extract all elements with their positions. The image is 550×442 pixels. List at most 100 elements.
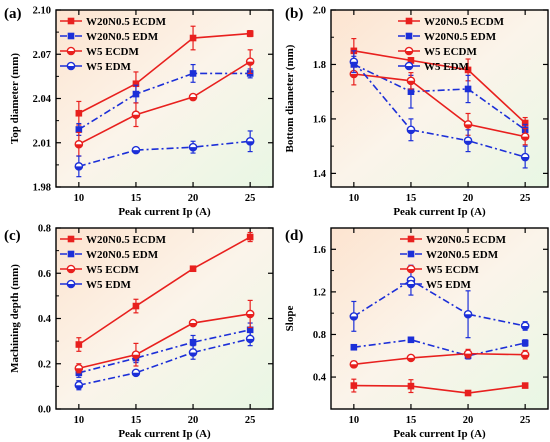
legend-entry: W5 EDM xyxy=(60,61,132,73)
legend-label: W20N0.5 EDM xyxy=(86,249,159,261)
legend-label: W5 ECDM xyxy=(426,264,479,276)
x-axis-title: Peak current Ip (A) xyxy=(118,428,211,440)
series-w5-edm xyxy=(74,331,255,391)
data-point-circle xyxy=(74,162,84,171)
data-point-circle xyxy=(520,350,530,360)
series-line xyxy=(78,140,251,168)
legend-entry: W5 ECDM xyxy=(400,264,479,276)
data-point-circle xyxy=(188,318,198,328)
data-point-circle xyxy=(245,57,255,66)
legend-entry: W20N0.5 ECDM xyxy=(60,234,167,246)
data-point-square xyxy=(75,109,83,117)
data-point-square xyxy=(407,336,415,344)
y-tick-labels: 1.4 1.6 1.8 2.0 xyxy=(313,6,327,180)
tick-marks xyxy=(331,9,548,187)
series-line xyxy=(78,236,251,346)
legend-swatch xyxy=(60,264,82,274)
y-tick-label: 1.6 xyxy=(313,245,326,256)
panel-slope: 10 15 20 25 0.4 0.8 1.2 1.6 Peak current… xyxy=(284,227,549,440)
legend-swatch xyxy=(60,279,82,289)
data-point-square xyxy=(521,339,529,347)
data-point-circle xyxy=(406,76,416,86)
plot-frame xyxy=(55,9,274,188)
x-tick-label: 20 xyxy=(188,193,199,204)
x-tick-label: 10 xyxy=(349,415,360,426)
data-point-square xyxy=(407,88,415,95)
series-w5-ecdm xyxy=(74,299,255,374)
legend-swatch xyxy=(60,46,82,56)
series-line xyxy=(78,60,251,145)
y-tick-label: 0.4 xyxy=(313,373,327,384)
legend-swatch xyxy=(60,32,82,40)
y-tick-label: 0.6 xyxy=(38,269,51,280)
panel-label: (d) xyxy=(285,228,303,244)
y-tick-label: 1.2 xyxy=(313,287,326,298)
legend-entry: W20N0.5 EDM xyxy=(398,31,497,43)
data-point-square xyxy=(464,66,472,74)
x-tick-label: 20 xyxy=(188,415,199,426)
x-tick-label: 15 xyxy=(131,415,142,426)
legend-swatch xyxy=(400,264,422,274)
x-tick-labels: 10 15 20 25 xyxy=(74,415,256,426)
plot-frame xyxy=(55,227,274,410)
data-point-square xyxy=(189,338,197,346)
panel-label: (b) xyxy=(285,6,303,22)
data-point-square xyxy=(464,389,472,397)
data-point-circle xyxy=(66,264,76,274)
legend-label: W5 ECDM xyxy=(86,46,139,58)
data-point-square xyxy=(521,119,529,127)
x-tick-label: 10 xyxy=(349,193,360,204)
series-w20n0-5-ecdm xyxy=(350,378,529,397)
x-axis-title: Peak current Ip (A) xyxy=(393,428,486,440)
legend-entry: W5 ECDM xyxy=(398,46,477,58)
data-point-square xyxy=(132,90,140,98)
x-tick-label: 20 xyxy=(463,193,474,204)
y-axis-title: Slope xyxy=(284,306,296,332)
series-line xyxy=(353,338,526,357)
data-marks xyxy=(349,264,530,397)
x-tick-label: 10 xyxy=(74,193,85,204)
legend-swatch xyxy=(398,17,420,25)
y-tick-label: 2.10 xyxy=(33,6,51,17)
data-point-circle xyxy=(66,46,76,56)
y-tick-labels: 0.4 0.8 1.2 1.6 xyxy=(313,245,327,384)
data-point-square xyxy=(350,382,358,389)
y-axis-title: Bottom diameter (mm) xyxy=(284,44,296,152)
series-line xyxy=(78,313,251,370)
legend-swatch xyxy=(60,61,82,71)
series-w5-edm xyxy=(74,130,255,178)
legend-label: W20N0.5 EDM xyxy=(86,31,159,43)
series-line xyxy=(353,384,526,394)
data-point-circle xyxy=(188,92,198,102)
data-point-circle xyxy=(406,279,416,289)
y-tick-label: 1.8 xyxy=(313,60,326,71)
x-axis-title: Peak current Ip (A) xyxy=(118,206,211,218)
y-tick-label: 0.8 xyxy=(313,330,326,341)
y-tick-label: 0.8 xyxy=(38,224,51,235)
legend-swatch xyxy=(398,32,420,40)
data-point-circle xyxy=(74,139,84,149)
legend-label: W20N0.5 EDM xyxy=(426,249,499,261)
data-point-circle xyxy=(520,321,530,331)
plot-area-background xyxy=(331,228,548,409)
legend-label: W5 ECDM xyxy=(86,264,139,276)
data-point-circle xyxy=(245,309,255,319)
data-point-circle xyxy=(131,368,141,378)
data-point-circle xyxy=(349,57,359,67)
plot-area-background xyxy=(56,228,273,409)
legend-entry: W20N0.5 ECDM xyxy=(60,16,167,28)
series-line xyxy=(78,32,251,114)
legend-entry: W5 EDM xyxy=(400,279,472,291)
data-point-square xyxy=(407,235,415,243)
data-point-square xyxy=(407,250,415,258)
y-tick-label: 0.2 xyxy=(38,359,51,370)
series-w5-ecdm xyxy=(349,348,530,369)
data-point-square xyxy=(132,302,140,310)
data-point-square xyxy=(246,326,254,334)
data-point-square xyxy=(67,250,75,258)
data-point-circle xyxy=(188,142,198,152)
data-point-circle xyxy=(66,61,76,71)
x-tick-labels: 10 15 20 25 xyxy=(349,193,531,204)
legend-label: W20N0.5 ECDM xyxy=(86,234,167,246)
x-tick-label: 10 xyxy=(74,415,85,426)
